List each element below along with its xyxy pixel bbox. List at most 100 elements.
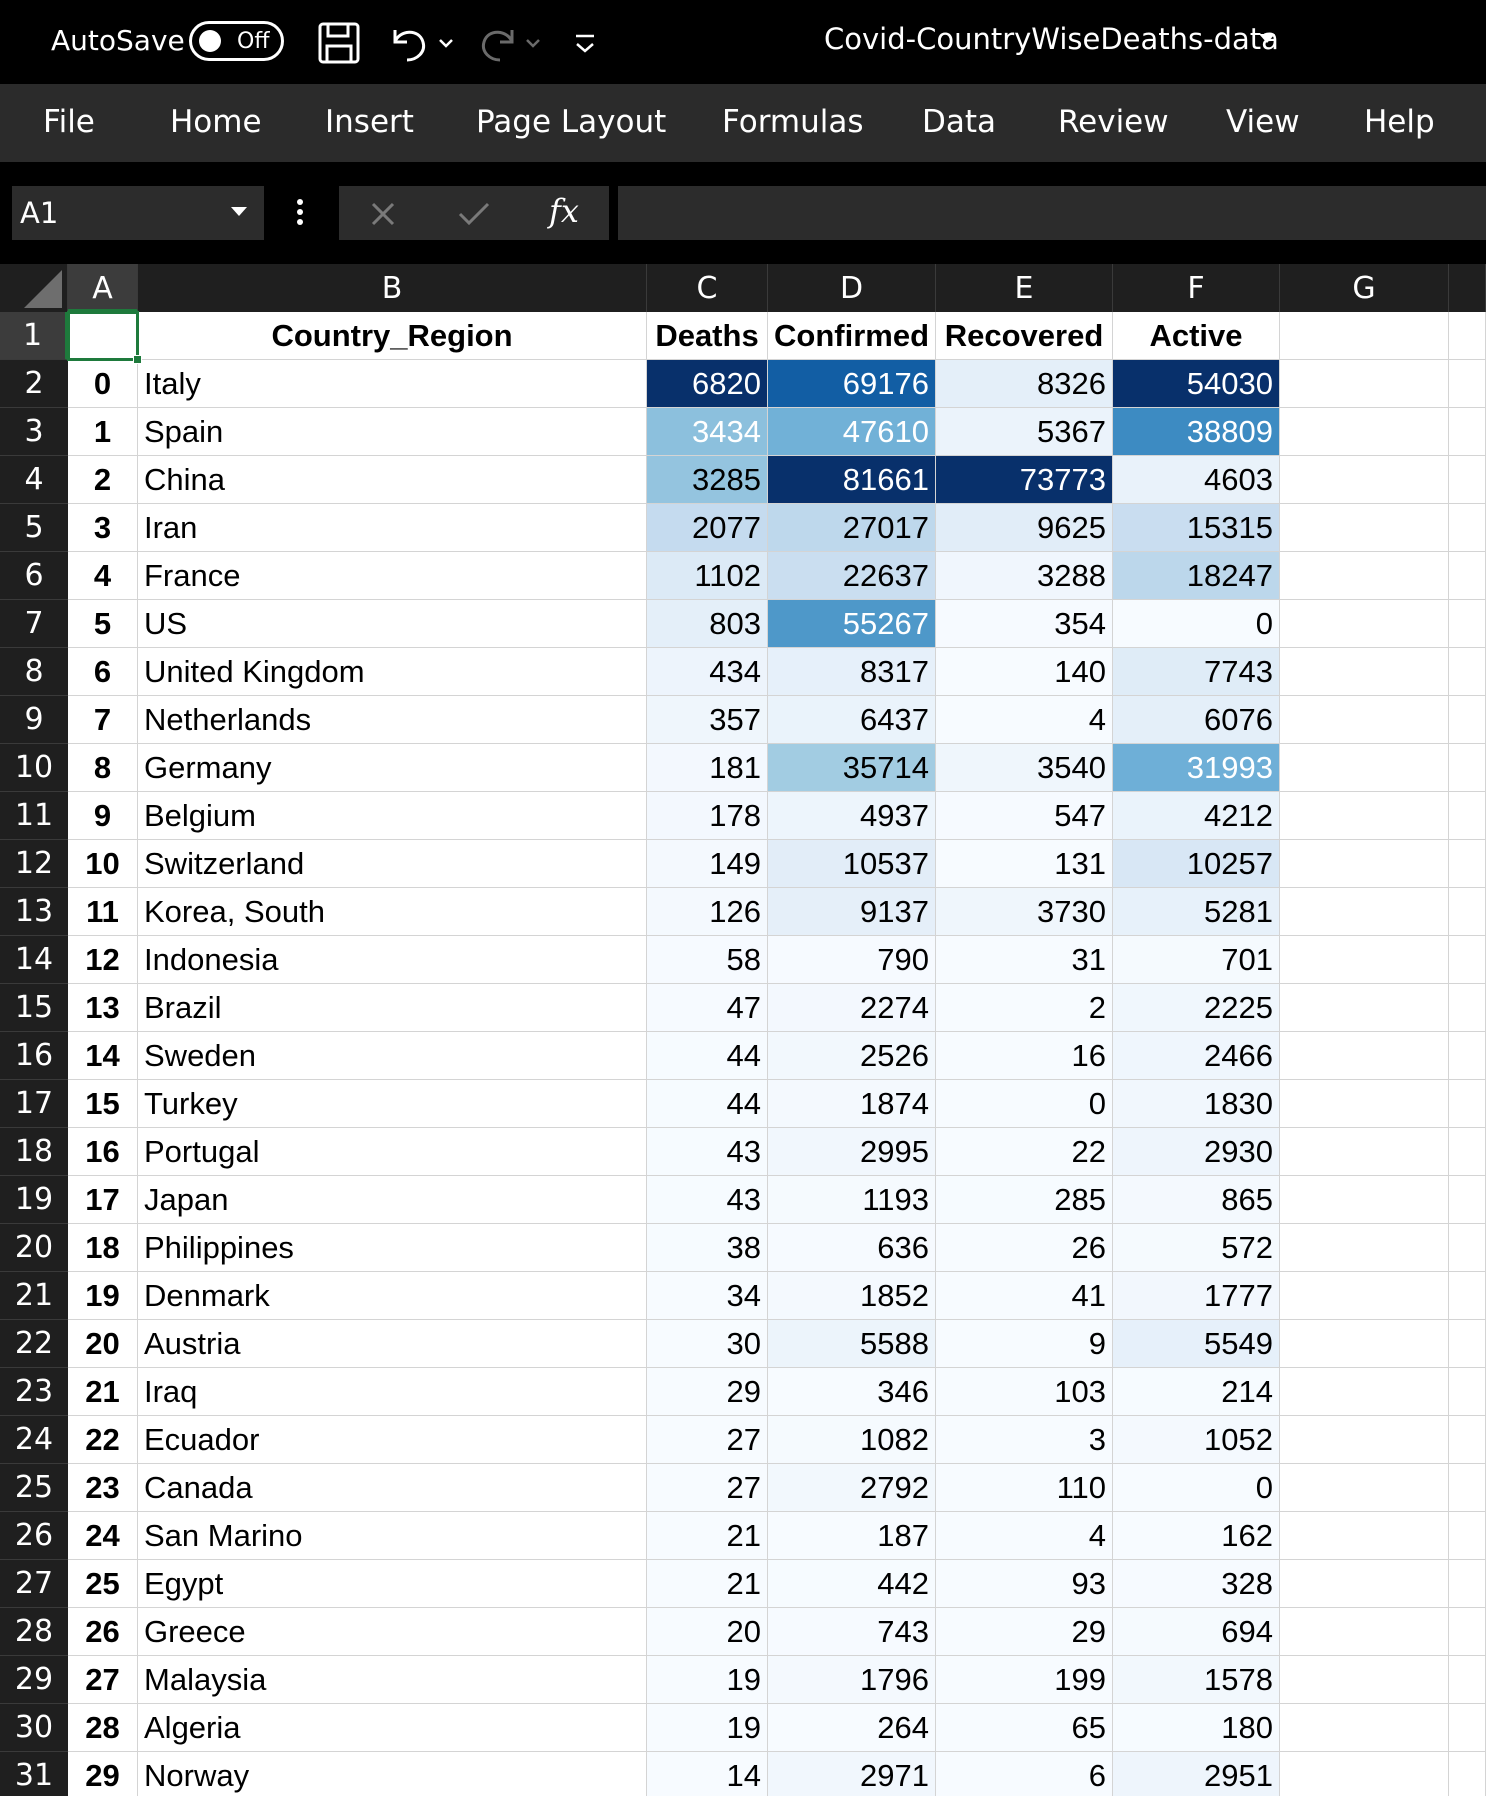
confirmed-cell[interactable]: 187 xyxy=(768,1512,936,1560)
index-cell[interactable]: 3 xyxy=(68,504,138,552)
deaths-cell[interactable]: 1102 xyxy=(647,552,768,600)
empty-cell[interactable] xyxy=(1449,1176,1486,1224)
empty-cell[interactable] xyxy=(1280,1032,1449,1080)
fill-handle[interactable] xyxy=(133,355,142,364)
index-cell[interactable]: 26 xyxy=(68,1608,138,1656)
index-cell[interactable]: 14 xyxy=(68,1032,138,1080)
empty-cell[interactable] xyxy=(1449,456,1486,504)
active-cell[interactable]: 5281 xyxy=(1113,888,1280,936)
recovered-cell[interactable]: 547 xyxy=(936,792,1113,840)
empty-cell[interactable] xyxy=(1449,1224,1486,1272)
active-cell[interactable]: 328 xyxy=(1113,1560,1280,1608)
active-cell[interactable]: 54030 xyxy=(1113,360,1280,408)
column-header-f[interactable]: F xyxy=(1113,264,1280,312)
row-header-2[interactable]: 2 xyxy=(0,360,68,408)
empty-cell[interactable] xyxy=(1280,552,1449,600)
row-header-21[interactable]: 21 xyxy=(0,1272,68,1320)
empty-cell[interactable] xyxy=(1280,1272,1449,1320)
select-all-button[interactable] xyxy=(0,264,68,312)
empty-cell[interactable] xyxy=(1280,1080,1449,1128)
empty-cell[interactable] xyxy=(1280,1560,1449,1608)
country-cell[interactable]: Brazil xyxy=(138,984,647,1032)
active-cell[interactable]: 2466 xyxy=(1113,1032,1280,1080)
active-cell[interactable]: 1777 xyxy=(1113,1272,1280,1320)
country-cell[interactable]: Algeria xyxy=(138,1704,647,1752)
active-cell[interactable]: 6076 xyxy=(1113,696,1280,744)
empty-cell[interactable] xyxy=(1449,696,1486,744)
confirmed-cell[interactable]: 5588 xyxy=(768,1320,936,1368)
confirmed-cell[interactable]: 35714 xyxy=(768,744,936,792)
index-cell[interactable]: 25 xyxy=(68,1560,138,1608)
country-cell[interactable]: Malaysia xyxy=(138,1656,647,1704)
deaths-cell[interactable]: 27 xyxy=(647,1416,768,1464)
menu-view[interactable]: View xyxy=(1226,104,1300,140)
name-box[interactable]: A1 xyxy=(12,186,264,240)
deaths-cell[interactable]: 38 xyxy=(647,1224,768,1272)
recovered-cell[interactable]: 41 xyxy=(936,1272,1113,1320)
column-header-d[interactable]: D xyxy=(768,264,936,312)
confirmed-cell[interactable]: 743 xyxy=(768,1608,936,1656)
customize-quick-access-icon[interactable] xyxy=(570,20,600,66)
row-header-5[interactable]: 5 xyxy=(0,504,68,552)
row-header-1[interactable]: 1 xyxy=(0,312,68,360)
active-cell[interactable]: 10257 xyxy=(1113,840,1280,888)
header-cell-a[interactable] xyxy=(68,312,138,360)
confirmed-cell[interactable]: 22637 xyxy=(768,552,936,600)
confirmed-cell[interactable]: 6437 xyxy=(768,696,936,744)
cancel-icon[interactable] xyxy=(369,200,397,228)
deaths-cell[interactable]: 2077 xyxy=(647,504,768,552)
confirmed-cell[interactable]: 1796 xyxy=(768,1656,936,1704)
confirmed-cell[interactable]: 1852 xyxy=(768,1272,936,1320)
empty-cell[interactable] xyxy=(1280,504,1449,552)
recovered-cell[interactable]: 3730 xyxy=(936,888,1113,936)
country-cell[interactable]: Austria xyxy=(138,1320,647,1368)
deaths-cell[interactable]: 44 xyxy=(647,1080,768,1128)
menu-help[interactable]: Help xyxy=(1364,104,1435,140)
empty-cell[interactable] xyxy=(1449,648,1486,696)
confirmed-cell[interactable]: 636 xyxy=(768,1224,936,1272)
empty-cell[interactable] xyxy=(1449,792,1486,840)
row-header-3[interactable]: 3 xyxy=(0,408,68,456)
autosave-toggle[interactable]: Off xyxy=(189,21,284,61)
row-header-22[interactable]: 22 xyxy=(0,1320,68,1368)
document-title[interactable]: Covid-CountryWiseDeaths-data xyxy=(824,22,1279,56)
active-cell[interactable]: 18247 xyxy=(1113,552,1280,600)
column-header-c[interactable]: C xyxy=(647,264,768,312)
index-cell[interactable]: 21 xyxy=(68,1368,138,1416)
active-cell[interactable]: 214 xyxy=(1113,1368,1280,1416)
empty-cell[interactable] xyxy=(1280,1656,1449,1704)
deaths-cell[interactable]: 21 xyxy=(647,1512,768,1560)
confirmed-cell[interactable]: 81661 xyxy=(768,456,936,504)
recovered-cell[interactable]: 3288 xyxy=(936,552,1113,600)
deaths-cell[interactable]: 43 xyxy=(647,1128,768,1176)
active-cell[interactable]: 2930 xyxy=(1113,1128,1280,1176)
empty-cell[interactable] xyxy=(1449,744,1486,792)
index-cell[interactable]: 29 xyxy=(68,1752,138,1796)
empty-cell[interactable] xyxy=(1280,600,1449,648)
empty-cell[interactable] xyxy=(1280,360,1449,408)
country-cell[interactable]: Egypt xyxy=(138,1560,647,1608)
index-cell[interactable]: 12 xyxy=(68,936,138,984)
cell-h1[interactable] xyxy=(1449,312,1486,360)
index-cell[interactable]: 19 xyxy=(68,1272,138,1320)
country-cell[interactable]: Spain xyxy=(138,408,647,456)
country-cell[interactable]: Iran xyxy=(138,504,647,552)
menu-page-layout[interactable]: Page Layout xyxy=(476,104,667,140)
row-header-25[interactable]: 25 xyxy=(0,1464,68,1512)
menu-formulas[interactable]: Formulas xyxy=(722,104,864,140)
row-header-27[interactable]: 27 xyxy=(0,1560,68,1608)
empty-cell[interactable] xyxy=(1280,1176,1449,1224)
recovered-cell[interactable]: 16 xyxy=(936,1032,1113,1080)
confirmed-cell[interactable]: 55267 xyxy=(768,600,936,648)
index-cell[interactable]: 24 xyxy=(68,1512,138,1560)
row-header-20[interactable]: 20 xyxy=(0,1224,68,1272)
recovered-cell[interactable]: 131 xyxy=(936,840,1113,888)
empty-cell[interactable] xyxy=(1449,1752,1486,1796)
country-cell[interactable]: Philippines xyxy=(138,1224,647,1272)
empty-cell[interactable] xyxy=(1280,792,1449,840)
column-header-a[interactable]: A xyxy=(68,264,138,312)
row-header-16[interactable]: 16 xyxy=(0,1032,68,1080)
confirmed-cell[interactable]: 346 xyxy=(768,1368,936,1416)
deaths-cell[interactable]: 47 xyxy=(647,984,768,1032)
recovered-cell[interactable]: 6 xyxy=(936,1752,1113,1796)
